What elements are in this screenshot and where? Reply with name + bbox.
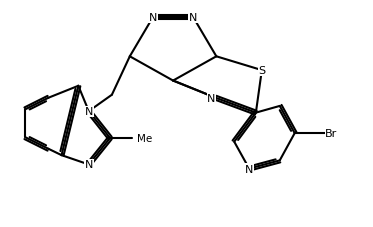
Text: N: N (85, 107, 93, 117)
Text: N: N (85, 160, 93, 170)
Text: N: N (189, 13, 197, 23)
Text: Me: Me (137, 133, 152, 143)
Text: S: S (258, 66, 266, 76)
Text: N: N (245, 164, 253, 174)
Text: Br: Br (325, 128, 338, 138)
Text: N: N (207, 93, 216, 103)
Text: N: N (149, 13, 157, 23)
